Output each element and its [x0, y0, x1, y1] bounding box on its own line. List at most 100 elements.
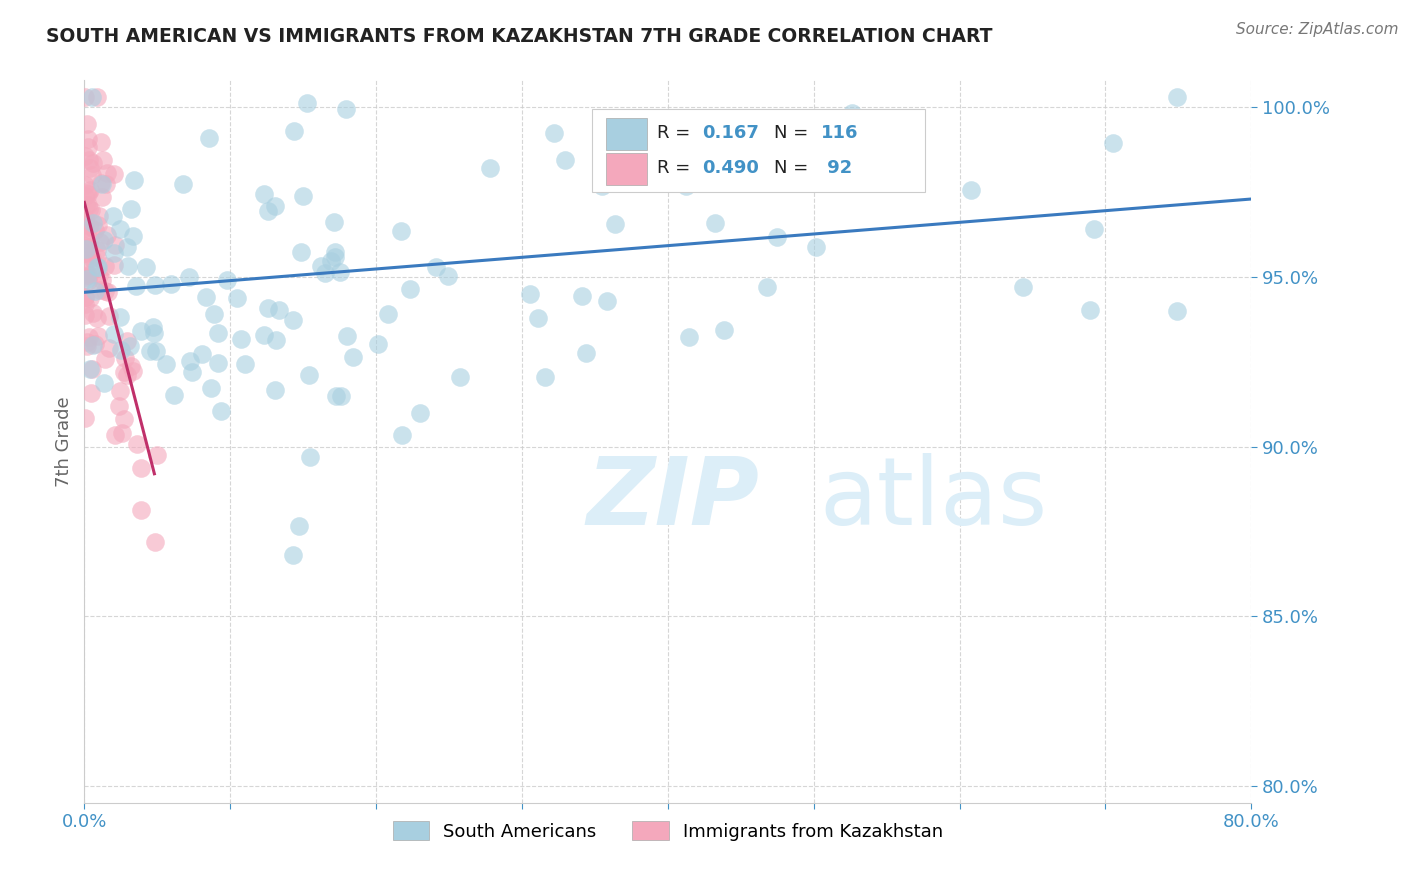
Point [335, 102, 357, 116]
Text: N =: N = [775, 160, 814, 178]
Point [1101, 136, 1123, 150]
Point [298, 450, 321, 464]
Point [160, 277, 183, 292]
Point [75, 211, 97, 226]
Point [703, 216, 725, 230]
Point [110, 343, 132, 358]
Point [111, 425, 134, 440]
Point [76, 140, 98, 154]
Point [82, 306, 104, 320]
Point [86, 243, 108, 257]
Point [75, 296, 97, 310]
Point [841, 105, 863, 120]
Point [97, 309, 120, 323]
Point [103, 210, 125, 224]
Point [367, 336, 389, 351]
Point [93, 376, 115, 390]
Text: ZIP: ZIP [586, 453, 759, 545]
Point [103, 327, 125, 342]
Point [114, 365, 136, 379]
Point [75, 290, 97, 304]
Point [252, 327, 274, 342]
Point [90, 176, 112, 190]
Point [143, 277, 166, 292]
Text: R =: R = [658, 124, 696, 142]
Point [172, 178, 194, 192]
Point [82, 217, 104, 231]
Text: 116: 116 [821, 124, 858, 142]
Point [591, 178, 613, 193]
Point [114, 351, 136, 365]
Point [79, 233, 101, 247]
Point [77, 240, 100, 254]
Point [77, 219, 100, 234]
Point [76, 187, 98, 202]
Text: 92: 92 [821, 160, 852, 178]
Point [94, 259, 117, 273]
Point [84, 223, 107, 237]
Point [91, 189, 114, 203]
Point [283, 124, 305, 138]
Point [89, 283, 111, 297]
Point [215, 273, 238, 287]
Point [115, 239, 138, 253]
Point [117, 368, 139, 382]
Point [86, 260, 108, 274]
Point [84, 285, 107, 299]
Point [76, 131, 98, 145]
Point [145, 344, 167, 359]
Point [377, 307, 399, 321]
Point [80, 251, 103, 265]
Point [155, 357, 177, 371]
Point [263, 383, 285, 397]
Point [398, 282, 420, 296]
Point [198, 131, 221, 145]
Point [437, 269, 460, 284]
Point [142, 320, 165, 334]
Point [75, 246, 97, 260]
Point [75, 290, 97, 304]
Point [122, 228, 145, 243]
Point [322, 215, 344, 229]
Point [543, 127, 565, 141]
Point [93, 233, 115, 247]
Point [108, 310, 131, 324]
Point [75, 268, 97, 282]
Point [309, 259, 332, 273]
Text: atlas: atlas [820, 453, 1047, 545]
Point [207, 326, 229, 340]
Point [1080, 302, 1102, 317]
Point [389, 224, 412, 238]
Point [177, 269, 200, 284]
Point [89, 268, 111, 283]
Point [292, 189, 315, 203]
Point [479, 161, 502, 175]
Point [84, 336, 107, 351]
Text: 0.167: 0.167 [702, 124, 759, 142]
Point [323, 250, 346, 264]
Point [77, 198, 100, 212]
Point [108, 399, 131, 413]
Point [86, 311, 108, 326]
Point [766, 229, 789, 244]
Point [298, 368, 321, 382]
Point [125, 278, 148, 293]
Point [103, 245, 125, 260]
Point [75, 198, 97, 212]
Point [233, 357, 256, 371]
Point [82, 251, 104, 265]
Point [103, 258, 125, 272]
Point [554, 153, 576, 167]
Point [75, 220, 97, 235]
Point [96, 227, 118, 242]
Point [80, 168, 103, 182]
Point [519, 287, 541, 301]
Point [108, 222, 131, 236]
Bar [592, 109, 925, 193]
Point [79, 161, 101, 175]
Point [207, 356, 229, 370]
Point [288, 518, 311, 533]
Point [75, 217, 97, 231]
Point [122, 172, 145, 186]
Point [77, 274, 100, 288]
